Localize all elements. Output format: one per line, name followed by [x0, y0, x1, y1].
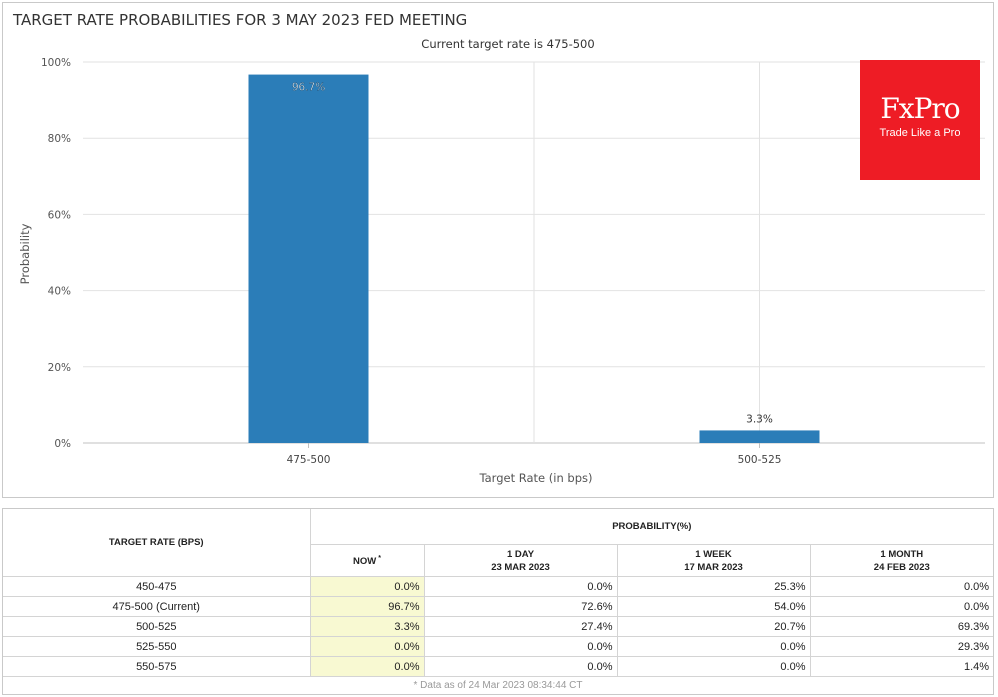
probability-cell: 0.0% — [309, 636, 425, 657]
probability-table: TARGET RATE (BPS) PROBABILITY(%) NOW * 1 … — [3, 509, 994, 677]
table-row: 450-475 0.0% 0.0% 25.3% 0.0% — [3, 576, 994, 597]
y-axis-label: Probability — [18, 223, 32, 284]
probability-cell: 0.0% — [309, 576, 425, 597]
probability-cell: 0.0% — [423, 656, 618, 677]
probability-cell: 69.3% — [809, 616, 994, 637]
x-axis-label: Target Rate (in bps) — [479, 471, 593, 485]
target-rate-cell: 450-475 — [3, 576, 311, 597]
probability-cell: 20.7% — [616, 616, 811, 637]
column-header-1-day: 1 DAY 23 MAR 2023 — [423, 544, 618, 577]
target-rate-cell: 475-500 (Current) — [3, 596, 311, 617]
x-tick-label: 500-525 — [738, 454, 782, 466]
probability-cell: 0.0% — [423, 636, 618, 657]
target-rate-header: TARGET RATE (BPS) — [3, 509, 311, 577]
probability-cell: 96.7% — [309, 596, 425, 617]
probability-cell: 0.0% — [809, 596, 994, 617]
y-tick-label: 20% — [48, 362, 71, 374]
table-row: 550-575 0.0% 0.0% 0.0% 1.4% — [3, 656, 994, 677]
y-tick-label: 60% — [48, 209, 71, 221]
probability-cell: 3.3% — [309, 616, 425, 637]
probability-cell: 0.0% — [616, 636, 811, 657]
table-row: 475-500 (Current) 96.7% 72.6% 54.0% 0.0% — [3, 596, 994, 617]
table-row: 500-525 3.3% 27.4% 20.7% 69.3% — [3, 616, 994, 637]
data-timestamp-footnote: * Data as of 24 Mar 2023 08:34:44 CT — [413, 680, 583, 691]
table-body: 450-475 0.0% 0.0% 25.3% 0.0% 475-500 (Current… — [3, 576, 994, 677]
table-row: 525-550 0.0% 0.0% 0.0% 29.3% — [3, 636, 994, 657]
y-tick-label: 40% — [48, 286, 71, 298]
y-tick-label: 100% — [41, 57, 71, 69]
chart-title: TARGET RATE PROBABILITIES FOR 3 MAY 2023… — [12, 11, 467, 29]
bar-500-525[interactable] — [699, 430, 820, 443]
bar-475-500[interactable] — [248, 74, 369, 443]
probability-table-panel: TARGET RATE (BPS) PROBABILITY(%) NOW * 1 … — [2, 508, 994, 695]
data-label: 3.3% — [746, 413, 773, 425]
target-rate-cell: 500-525 — [3, 616, 311, 637]
chart-subtitle: Current target rate is 475-500 — [421, 37, 594, 51]
column-header-row: NOW * 1 DAY 23 MAR 2023 1 WEEK 17 MAR 2023 1 … — [3, 544, 994, 577]
target-rate-cell: 525-550 — [3, 636, 311, 657]
x-tick-label: 475-500 — [287, 454, 331, 466]
probability-cell: 25.3% — [616, 576, 811, 597]
probability-chart: TARGET RATE PROBABILITIES FOR 3 MAY 2023… — [12, 11, 985, 485]
grid-layer — [83, 61, 985, 448]
column-header-1-month: 1 MONTH 24 FEB 2023 — [809, 544, 994, 577]
y-tick-label: 0% — [54, 438, 71, 450]
probability-cell: 72.6% — [423, 596, 618, 617]
y-tick-label: 80% — [48, 133, 71, 145]
data-label: 96.7% — [292, 82, 325, 94]
probability-cell: 54.0% — [616, 596, 811, 617]
column-header-now: NOW * — [310, 544, 425, 577]
probability-cell: 0.0% — [616, 656, 811, 677]
column-header-1-week: 1 WEEK 17 MAR 2023 — [616, 544, 811, 577]
labels-layer: 0% 20% 40% 60% 80% 100% 475-500 96.7% 500-525 3.3… — [41, 57, 781, 466]
chart-panel: TARGET RATE PROBABILITIES FOR 3 MAY 2023… — [2, 2, 994, 498]
probability-cell: 1.4% — [809, 656, 994, 677]
logo-tagline: Trade Like a Pro — [879, 127, 961, 139]
target-rate-cell: 550-575 — [3, 656, 311, 677]
logo-name: FxPro — [880, 92, 960, 125]
fxpro-logo: FxPro Trade Like a Pro — [860, 60, 980, 180]
bars-layer — [248, 74, 820, 443]
probability-header: PROBABILITY(%) — [309, 509, 994, 545]
probability-cell: 0.0% — [423, 576, 618, 597]
probability-cell: 29.3% — [809, 636, 994, 657]
probability-cell: 27.4% — [423, 616, 618, 637]
probability-cell: 0.0% — [309, 656, 425, 677]
probability-cell: 0.0% — [809, 576, 994, 597]
